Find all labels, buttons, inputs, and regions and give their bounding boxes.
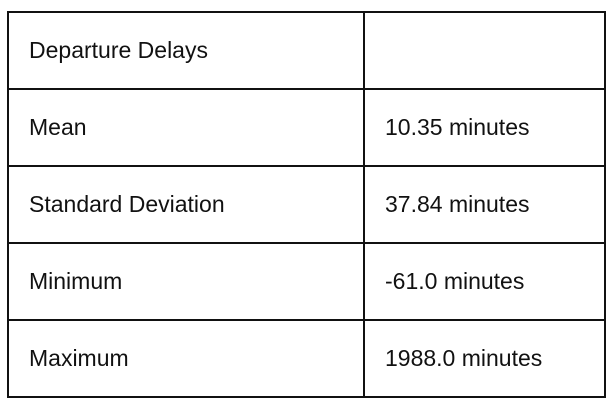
mean-value: 10.35 minutes [363, 88, 606, 167]
minimum-value: -61.0 minutes [363, 242, 606, 321]
table-row-standard-deviation: Standard Deviation 37.84 minutes [7, 165, 606, 244]
table-row-minimum: Minimum -61.0 minutes [7, 242, 606, 321]
minimum-label: Minimum [7, 242, 365, 321]
table-row-mean: Mean 10.35 minutes [7, 88, 606, 167]
table-header-value [363, 11, 606, 90]
departure-delays-stats-table: Departure Delays Mean 10.35 minutes Stan… [7, 11, 606, 398]
table-row-header: Departure Delays [7, 11, 606, 90]
maximum-value: 1988.0 minutes [363, 319, 606, 398]
table-header-label: Departure Delays [7, 11, 365, 90]
standard-deviation-value: 37.84 minutes [363, 165, 606, 244]
table-row-maximum: Maximum 1988.0 minutes [7, 319, 606, 398]
standard-deviation-label: Standard Deviation [7, 165, 365, 244]
maximum-label: Maximum [7, 319, 365, 398]
mean-label: Mean [7, 88, 365, 167]
